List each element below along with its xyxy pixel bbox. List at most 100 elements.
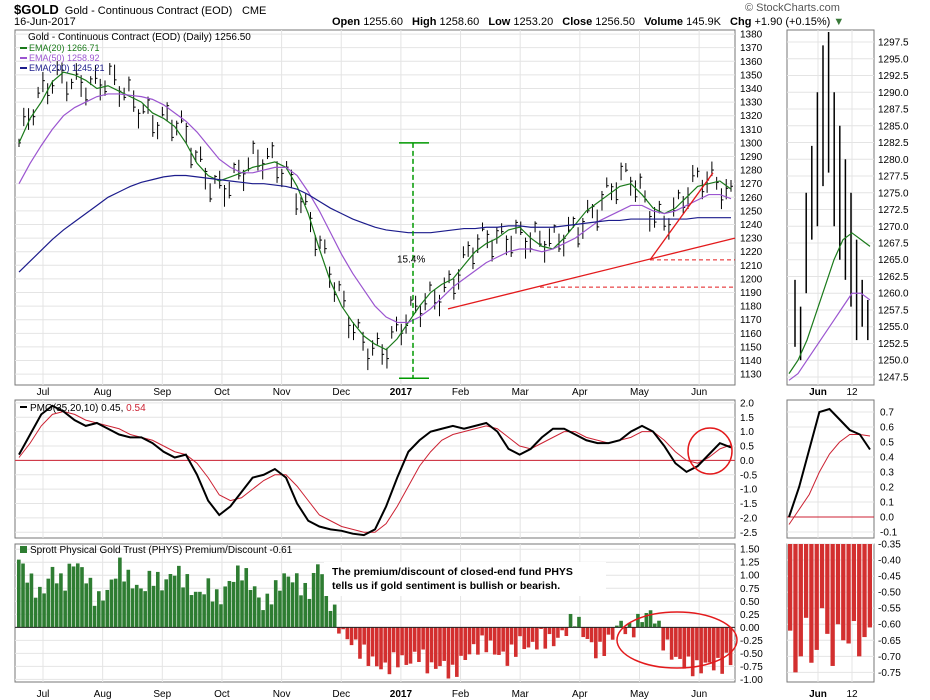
y-tick-label: -0.75 xyxy=(878,668,901,679)
price-bar xyxy=(396,316,399,332)
x-tick-label: Oct xyxy=(214,387,230,398)
y-tick-label: 0.3 xyxy=(880,468,894,479)
premium-bar xyxy=(316,564,320,628)
price-bar xyxy=(66,81,69,102)
y-tick-label: -0.5 xyxy=(740,470,758,481)
y-tick-label: 0.50 xyxy=(740,597,760,608)
premium-bar xyxy=(244,568,249,628)
premium-bar xyxy=(223,586,227,628)
y-tick-label: -0.65 xyxy=(878,636,901,647)
premium-bar xyxy=(690,627,695,677)
premium-bar xyxy=(46,578,51,628)
premium-bar xyxy=(433,627,438,669)
price-panel-title: Gold - Continuous Contract (EOD) (Daily)… xyxy=(28,32,251,43)
premium-bar xyxy=(143,591,147,628)
premium-bar xyxy=(408,627,413,664)
premium-bar xyxy=(387,627,392,675)
price-bar xyxy=(305,193,308,206)
premium-bar xyxy=(320,574,324,628)
jun-ema20 xyxy=(788,232,871,374)
premium-bar xyxy=(358,627,362,659)
premium-bar xyxy=(455,627,459,677)
premium-bar xyxy=(505,627,510,666)
y-tick-label: 1.25 xyxy=(740,558,760,569)
price-bar xyxy=(496,227,499,244)
price-bar xyxy=(553,224,557,233)
premium-bar xyxy=(139,588,143,628)
price-bar xyxy=(439,294,442,317)
premium-bar xyxy=(227,580,232,628)
pmo-line-pmo xyxy=(18,404,732,537)
premium-bar xyxy=(522,627,527,650)
y-tick-label: -0.40 xyxy=(878,556,901,567)
jun-premium-bar xyxy=(841,544,846,641)
premium-bar xyxy=(286,576,291,628)
premium-bar xyxy=(497,627,501,655)
premium-bar xyxy=(282,573,286,628)
premium-bar xyxy=(17,559,21,628)
premium-bar xyxy=(252,586,257,628)
price-bar xyxy=(716,176,719,190)
y-tick-label: 1.50 xyxy=(740,545,760,556)
price-bar xyxy=(166,102,170,122)
x-tick-label: Jun xyxy=(691,387,707,398)
y-tick-label: 1292.5 xyxy=(878,71,909,82)
premium-bar xyxy=(417,627,421,663)
y-tick-label: -1.0 xyxy=(740,485,758,496)
open-value: 1255.60 xyxy=(363,16,403,28)
price-bar xyxy=(75,63,79,80)
price-bar xyxy=(467,241,471,257)
premium-bar xyxy=(59,573,63,628)
premium-bar xyxy=(640,622,644,628)
premium-bar xyxy=(564,627,569,637)
premium-bar xyxy=(530,627,535,642)
price-bar xyxy=(634,180,638,202)
price-bar xyxy=(228,181,232,199)
premium-bar xyxy=(543,627,548,649)
premium-bar xyxy=(509,627,514,645)
ema-line-0 xyxy=(18,71,732,351)
premium-bar xyxy=(269,604,274,628)
y-tick-label: 1297.5 xyxy=(878,38,909,49)
premium-bar xyxy=(400,627,404,656)
price-bar xyxy=(601,190,604,211)
x-tick-label: 12 xyxy=(846,387,858,398)
y-tick-label: 1360 xyxy=(740,57,763,68)
price-bar xyxy=(544,240,547,263)
y-tick-label: 1265.0 xyxy=(878,255,909,266)
premium-bar xyxy=(556,627,560,638)
y-tick-label: -0.75 xyxy=(740,662,763,673)
y-tick-label: 1272.5 xyxy=(878,205,909,216)
premium-bar xyxy=(459,627,463,656)
price-bar xyxy=(185,122,189,144)
premium-bar xyxy=(594,627,598,659)
y-tick-label: 1250 xyxy=(740,206,763,217)
premium-bar xyxy=(261,610,265,628)
premium-bar xyxy=(185,574,190,628)
jun-premium-bar xyxy=(809,544,814,663)
x-tick-label: Aug xyxy=(94,689,112,700)
jun-premium-bar xyxy=(862,544,867,638)
price-bar xyxy=(157,122,160,140)
premium-bar xyxy=(353,627,358,640)
price-bars xyxy=(18,61,733,371)
y-tick-label: 1287.5 xyxy=(878,105,909,116)
y-tick-label: -0.35 xyxy=(878,540,901,551)
premium-bar xyxy=(467,627,472,655)
caret-down-icon[interactable]: ▼ xyxy=(833,16,845,28)
premium-bar xyxy=(109,579,114,628)
price-bar xyxy=(204,167,208,190)
premium-bar xyxy=(278,590,282,628)
price-bar xyxy=(501,223,504,234)
y-tick-label: 1295.0 xyxy=(878,54,909,65)
premium-bar xyxy=(147,570,152,628)
price-bar xyxy=(133,90,136,112)
y-tick-label: 1170 xyxy=(740,315,762,326)
price-bar xyxy=(128,76,131,92)
ema-line-1 xyxy=(18,93,732,324)
price-bar xyxy=(443,277,447,293)
jun-premium-bar xyxy=(788,544,793,631)
price-bar xyxy=(582,217,585,239)
y-tick-label: 1260.0 xyxy=(878,289,909,300)
